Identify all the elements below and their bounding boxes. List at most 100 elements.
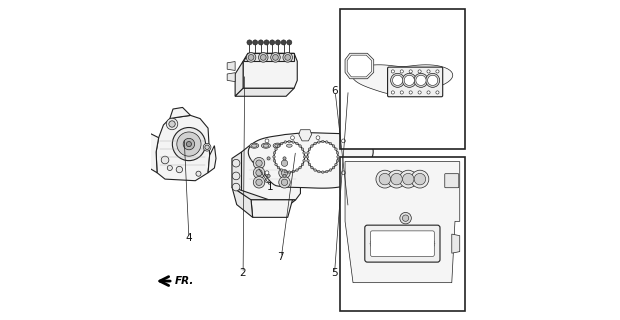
Circle shape [256,170,262,176]
Circle shape [432,246,433,248]
Circle shape [316,136,320,140]
Circle shape [426,250,428,252]
Polygon shape [232,152,242,194]
Circle shape [400,212,411,224]
Circle shape [326,170,328,173]
Circle shape [259,40,263,45]
Circle shape [288,140,291,143]
Ellipse shape [286,144,292,147]
Circle shape [436,70,439,73]
Polygon shape [452,234,460,253]
Circle shape [172,127,205,161]
Circle shape [376,170,394,188]
Circle shape [275,148,277,150]
FancyBboxPatch shape [371,231,434,256]
Circle shape [342,171,345,175]
Polygon shape [235,61,243,96]
Circle shape [429,248,431,250]
Circle shape [336,159,339,162]
Polygon shape [251,200,293,217]
Circle shape [374,237,376,239]
Circle shape [314,142,316,145]
Circle shape [296,142,298,145]
Circle shape [265,139,269,143]
Circle shape [400,91,404,94]
Circle shape [314,169,316,171]
Circle shape [391,232,392,234]
Ellipse shape [263,144,269,147]
Circle shape [308,148,311,150]
Ellipse shape [262,143,270,148]
Circle shape [303,152,305,154]
Circle shape [370,241,372,243]
Circle shape [303,159,305,162]
Circle shape [392,75,403,85]
Circle shape [279,157,290,169]
Circle shape [279,167,290,179]
Circle shape [391,73,405,87]
Circle shape [285,54,291,60]
Circle shape [281,40,286,45]
Circle shape [177,132,201,156]
Circle shape [267,157,270,160]
Circle shape [283,52,293,62]
Circle shape [254,157,265,169]
Circle shape [267,174,270,178]
Ellipse shape [251,144,257,147]
Circle shape [280,142,283,145]
Circle shape [388,170,405,188]
Circle shape [396,254,398,256]
Circle shape [303,156,306,158]
Circle shape [391,70,394,73]
Polygon shape [299,130,312,141]
Polygon shape [345,162,460,283]
Circle shape [374,248,376,250]
Polygon shape [232,187,296,206]
Circle shape [321,171,324,173]
Circle shape [377,236,379,237]
Circle shape [414,73,428,87]
Polygon shape [227,73,235,82]
Circle shape [402,173,414,185]
Circle shape [404,75,414,85]
Circle shape [418,70,421,73]
Circle shape [301,148,304,150]
Circle shape [299,145,301,147]
Circle shape [317,141,320,143]
Circle shape [259,52,268,62]
FancyBboxPatch shape [388,67,443,97]
Circle shape [401,232,404,233]
Circle shape [407,254,409,256]
Circle shape [391,253,392,255]
Polygon shape [235,88,294,96]
Circle shape [329,169,332,171]
Circle shape [371,239,373,241]
Circle shape [308,163,311,166]
Polygon shape [156,116,210,181]
Circle shape [277,145,280,147]
Circle shape [402,73,416,87]
Circle shape [370,244,372,246]
FancyBboxPatch shape [445,174,459,188]
Circle shape [436,91,439,94]
Circle shape [307,159,309,162]
Circle shape [161,156,169,164]
Polygon shape [208,146,216,173]
Circle shape [166,118,178,130]
Circle shape [427,91,430,94]
Bar [340,157,464,311]
Circle shape [377,250,379,252]
Text: 2: 2 [239,268,246,278]
Circle shape [332,145,335,147]
Circle shape [270,40,275,45]
Circle shape [381,234,383,236]
Circle shape [280,169,283,171]
Circle shape [281,160,288,166]
Circle shape [277,166,280,169]
Circle shape [256,160,262,166]
Text: 4: 4 [185,233,192,243]
Circle shape [414,173,426,185]
Circle shape [422,234,424,236]
Circle shape [205,145,210,149]
Circle shape [299,166,301,169]
